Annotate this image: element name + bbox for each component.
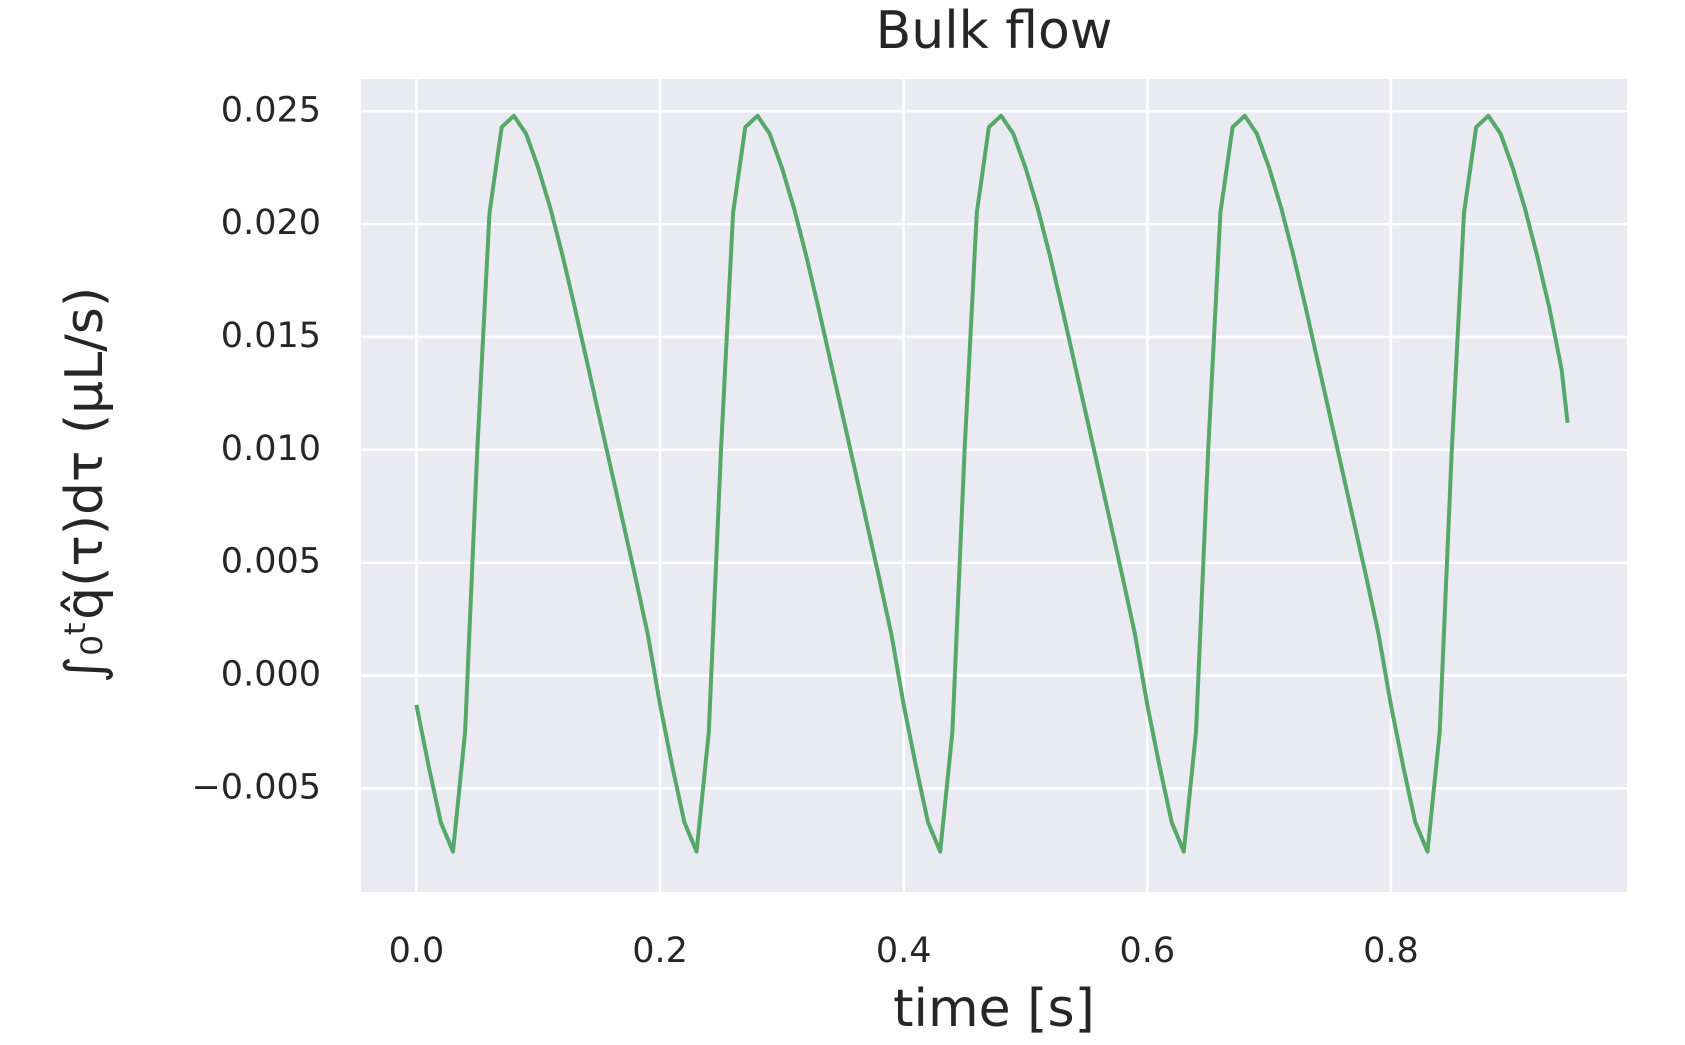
x-axis-label: time [s] [893,979,1095,1039]
chart-title: Bulk flow [876,1,1113,61]
plot-area [361,79,1627,892]
x-tick-label: 0.2 [632,931,688,971]
line [414,113,1570,854]
y-tick-label: −0.005 [191,767,321,807]
x-tick-label: 0.0 [389,931,445,971]
x-tick-label: 0.8 [1363,931,1419,971]
y-tick-label: 0.015 [221,316,321,356]
x-tick-label: 0.4 [876,931,932,971]
y-axis-label: ∫₀ᵗq̂(τ)dτ (μL/s) [55,287,115,683]
y-tick-label: 0.000 [221,655,321,695]
y-tick-label: 0.010 [221,429,321,469]
x-tick-label: 0.6 [1119,931,1175,971]
y-tick-label: 0.020 [221,203,321,243]
y-tick-label: 0.025 [221,90,321,130]
y-tick-label: 0.005 [221,542,321,582]
